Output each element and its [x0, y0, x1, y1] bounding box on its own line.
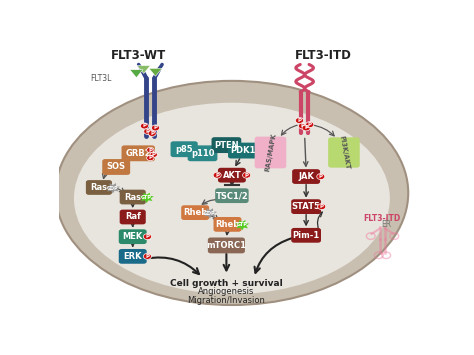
Text: Rheb: Rheb [183, 208, 207, 217]
Text: STAT5: STAT5 [292, 202, 320, 211]
Ellipse shape [74, 103, 390, 294]
Text: P: P [154, 125, 157, 130]
Text: Ras: Ras [124, 192, 141, 202]
FancyBboxPatch shape [228, 143, 258, 158]
Text: P: P [304, 125, 308, 130]
Text: TSC1/2: TSC1/2 [216, 191, 248, 200]
Circle shape [143, 253, 152, 260]
FancyBboxPatch shape [291, 228, 321, 243]
Text: P: P [150, 131, 154, 136]
Polygon shape [203, 208, 217, 219]
Text: Angiogenesis: Angiogenesis [198, 288, 255, 296]
Polygon shape [235, 220, 249, 230]
Text: MEK: MEK [123, 232, 143, 241]
FancyBboxPatch shape [119, 209, 146, 224]
Text: P: P [148, 148, 152, 153]
Text: PDK1: PDK1 [230, 146, 255, 155]
Circle shape [295, 118, 303, 124]
Polygon shape [130, 70, 143, 78]
Polygon shape [139, 193, 154, 203]
Text: PI3K/AKT: PI3K/AKT [338, 135, 350, 170]
FancyBboxPatch shape [119, 249, 146, 264]
FancyBboxPatch shape [119, 229, 146, 244]
Text: GTP: GTP [141, 195, 152, 200]
FancyBboxPatch shape [211, 137, 241, 153]
Circle shape [299, 123, 307, 129]
Circle shape [150, 152, 157, 157]
FancyBboxPatch shape [255, 137, 286, 168]
Circle shape [143, 234, 152, 240]
Text: Ras: Ras [91, 183, 108, 192]
FancyBboxPatch shape [119, 190, 146, 204]
Text: P: P [152, 152, 155, 157]
Polygon shape [137, 66, 150, 73]
Text: FLT3-ITD: FLT3-ITD [363, 214, 401, 223]
Text: Cell growth + survival: Cell growth + survival [170, 279, 283, 288]
Text: JAK: JAK [298, 172, 314, 181]
Text: GDP: GDP [204, 211, 216, 216]
Circle shape [148, 130, 156, 136]
Text: ER: ER [381, 220, 391, 229]
FancyBboxPatch shape [215, 188, 249, 203]
FancyBboxPatch shape [208, 237, 245, 253]
Text: Rheb: Rheb [215, 220, 240, 229]
FancyBboxPatch shape [86, 180, 112, 195]
Text: Migration/Invasion: Migration/Invasion [187, 296, 265, 305]
Circle shape [140, 123, 148, 129]
FancyBboxPatch shape [328, 137, 360, 168]
Text: p110: p110 [191, 149, 214, 158]
FancyBboxPatch shape [121, 146, 155, 161]
FancyBboxPatch shape [291, 199, 321, 214]
Text: ERK: ERK [123, 252, 142, 261]
Text: p85: p85 [175, 145, 193, 154]
Circle shape [302, 125, 310, 131]
Text: P: P [301, 124, 304, 129]
FancyBboxPatch shape [181, 205, 209, 220]
Text: GRB2: GRB2 [126, 149, 151, 158]
Text: P: P [143, 124, 146, 129]
Circle shape [306, 122, 314, 127]
FancyBboxPatch shape [292, 169, 320, 184]
Text: P: P [319, 174, 323, 179]
Text: FLT3L: FLT3L [90, 73, 111, 83]
FancyBboxPatch shape [171, 141, 198, 157]
Circle shape [243, 172, 251, 178]
Circle shape [146, 147, 154, 153]
FancyBboxPatch shape [218, 168, 246, 182]
Text: P: P [146, 254, 149, 259]
Text: GDP: GDP [107, 186, 118, 191]
Text: Pim-1: Pim-1 [292, 231, 320, 240]
Polygon shape [106, 183, 120, 193]
Text: P: P [298, 118, 301, 123]
Text: GTP: GTP [237, 223, 247, 228]
FancyBboxPatch shape [102, 159, 130, 175]
FancyBboxPatch shape [213, 217, 241, 232]
Text: RAS/MAPK: RAS/MAPK [264, 133, 277, 172]
Text: SOS: SOS [107, 163, 126, 171]
Circle shape [152, 125, 160, 131]
Polygon shape [149, 69, 162, 76]
Circle shape [144, 129, 152, 135]
Text: PTEN: PTEN [214, 141, 239, 149]
Text: P: P [148, 155, 152, 160]
Circle shape [146, 155, 154, 161]
Text: mTORC1: mTORC1 [206, 241, 246, 250]
Text: P: P [215, 173, 219, 178]
Text: FLT3-WT: FLT3-WT [110, 49, 166, 62]
Circle shape [317, 174, 325, 180]
Text: P: P [146, 234, 149, 239]
Text: P: P [320, 204, 324, 209]
Text: AKT: AKT [222, 171, 241, 180]
Text: P: P [146, 129, 150, 134]
FancyBboxPatch shape [188, 146, 218, 161]
Circle shape [213, 172, 221, 178]
Circle shape [318, 204, 326, 209]
Text: P: P [245, 173, 248, 178]
Ellipse shape [55, 81, 408, 305]
Text: Raf: Raf [125, 213, 141, 222]
Text: P: P [308, 122, 312, 127]
Text: FLT3-ITD: FLT3-ITD [295, 49, 352, 62]
